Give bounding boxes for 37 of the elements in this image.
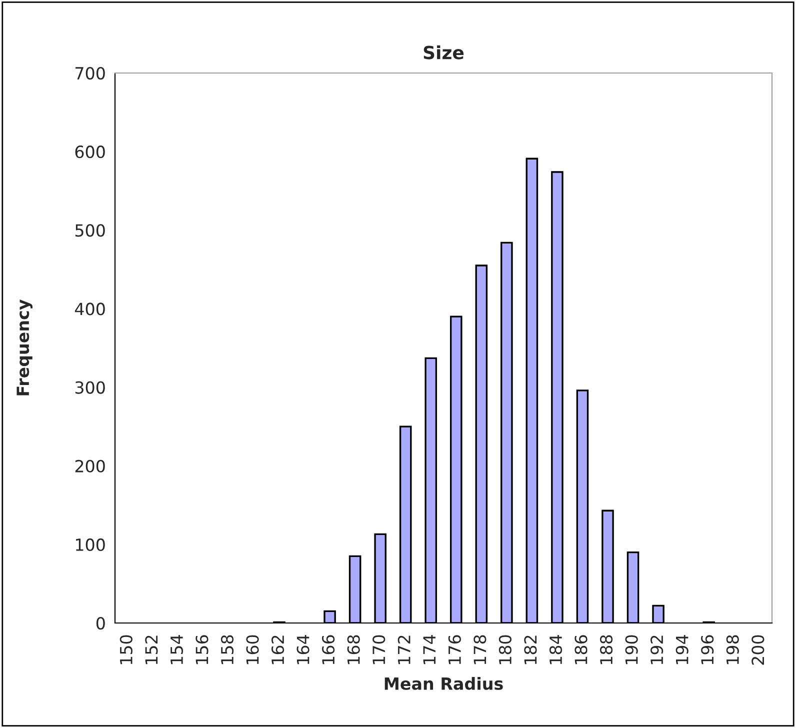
- x-tick-label: 154: [170, 635, 184, 664]
- x-tick-label: 176: [448, 635, 461, 664]
- y-tick-label: 100: [76, 538, 105, 551]
- x-tick-label: 178: [474, 635, 486, 664]
- x-tick-label: 174: [423, 635, 436, 664]
- x-tick-label: 160: [246, 635, 259, 664]
- y-axis-title: Frequency: [16, 300, 32, 396]
- x-tick-label: 166: [322, 635, 335, 664]
- x-tick-label: 200: [752, 635, 764, 665]
- x-tick-label: 182: [524, 636, 537, 664]
- y-tick-label: 300: [75, 381, 105, 394]
- y-tick-label: 0: [96, 616, 105, 630]
- x-tick-label: 162: [271, 636, 284, 664]
- x-tick-label: 186: [574, 635, 588, 664]
- x-tick-label: 194: [676, 635, 688, 664]
- x-tick-label: 168: [347, 635, 360, 664]
- x-tick-label: 156: [196, 635, 208, 664]
- x-tick-label: 184: [549, 635, 562, 664]
- x-tick-label: 172: [398, 636, 410, 664]
- chart-title: Size: [424, 45, 464, 60]
- x-tick-label: 198: [726, 635, 739, 664]
- y-tick-label: 700: [76, 66, 105, 80]
- y-tick-label: 200: [75, 460, 105, 472]
- x-tick-label: 180: [498, 635, 512, 664]
- x-tick-label: 192: [650, 636, 664, 664]
- x-tick-label: 158: [220, 635, 234, 664]
- x-tick-label: 188: [600, 635, 613, 664]
- x-tick-label: 196: [701, 635, 714, 664]
- x-tick-label: 150: [120, 635, 132, 664]
- x-tick-label: 152: [145, 636, 158, 664]
- y-tick-label: 400: [74, 302, 105, 316]
- y-tick-label: 500: [75, 224, 105, 237]
- x-tick-label: 164: [296, 635, 310, 664]
- x-tick-label: 190: [625, 635, 638, 664]
- y-tick-label: 600: [75, 146, 105, 158]
- x-axis-title: Mean Radius: [384, 677, 503, 690]
- x-tick-label: 170: [372, 635, 386, 664]
